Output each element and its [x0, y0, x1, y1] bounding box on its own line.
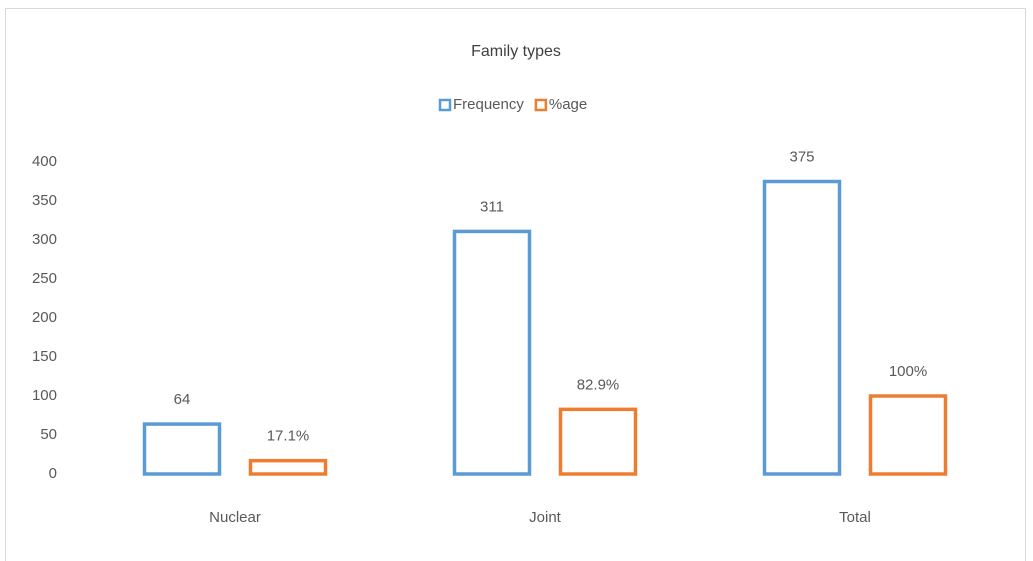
data-label: 82.9%: [577, 376, 620, 393]
y-tick-label: 350: [32, 192, 57, 209]
y-tick-label: 150: [32, 348, 57, 365]
bar: [762, 179, 842, 476]
legend-label: Frequency: [453, 96, 524, 113]
data-label: 17.1%: [267, 428, 310, 445]
legend-swatch: [534, 98, 548, 112]
y-tick-label: 200: [32, 309, 57, 326]
data-label: 64: [174, 391, 191, 408]
data-label: 100%: [889, 363, 927, 380]
legend-swatch: [438, 98, 452, 112]
data-label: 375: [789, 148, 814, 165]
y-tick-label: 300: [32, 231, 57, 248]
x-tick-label: Total: [839, 509, 871, 526]
y-tick-label: 100: [32, 387, 57, 404]
legend-label: %age: [549, 96, 587, 113]
y-tick-label: 0: [49, 465, 57, 482]
x-tick-label: Nuclear: [209, 509, 261, 526]
bar: [868, 394, 948, 476]
bar: [142, 422, 222, 476]
data-label: 311: [480, 198, 504, 215]
bar: [452, 229, 532, 476]
x-tick-label: Joint: [529, 509, 562, 526]
chart-title: Family types: [471, 43, 561, 60]
y-tick-label: 400: [32, 153, 57, 170]
y-tick-label: 250: [32, 270, 57, 287]
y-tick-label: 50: [40, 426, 57, 443]
bar: [248, 458, 328, 476]
bar: [558, 407, 638, 476]
